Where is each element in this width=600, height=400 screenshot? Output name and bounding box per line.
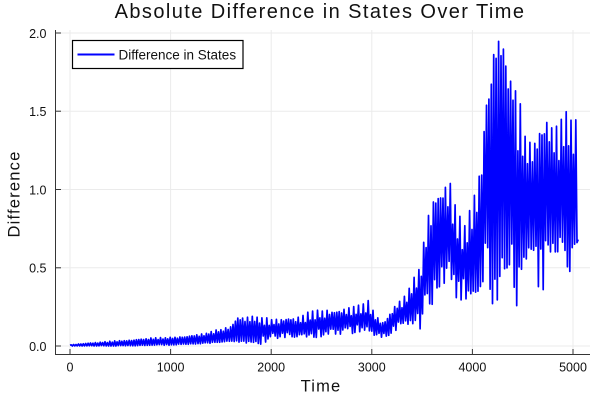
svg-text:2.0: 2.0 [29, 27, 46, 41]
svg-text:Difference: Difference [6, 151, 24, 238]
svg-text:4000: 4000 [458, 360, 486, 374]
svg-text:0.0: 0.0 [29, 340, 46, 354]
svg-text:1.5: 1.5 [29, 105, 46, 119]
svg-text:5000: 5000 [559, 360, 587, 374]
svg-text:Difference in States: Difference in States [119, 47, 237, 62]
svg-text:0.5: 0.5 [29, 262, 46, 276]
svg-text:1000: 1000 [157, 360, 185, 374]
svg-text:Absolute Difference in States: Absolute Difference in States Over Time [115, 1, 526, 23]
svg-text:1.0: 1.0 [29, 183, 46, 197]
svg-text:Time: Time [301, 378, 342, 396]
svg-text:0: 0 [67, 360, 74, 374]
svg-text:2000: 2000 [257, 360, 285, 374]
svg-text:3000: 3000 [358, 360, 386, 374]
